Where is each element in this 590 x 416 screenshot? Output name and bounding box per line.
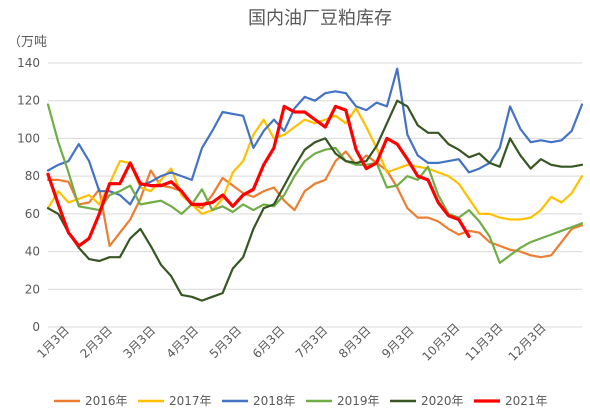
legend-label: 2021年 — [505, 394, 548, 408]
y-tick-label: 0 — [32, 320, 40, 334]
legend-label: 2018年 — [253, 394, 296, 408]
x-tick-label: 6月3日 — [250, 323, 288, 361]
series-line-2021年 — [46, 104, 471, 248]
series-line-2019年 — [46, 103, 584, 264]
y-tick-label: 80 — [25, 169, 40, 183]
chart-title: 国内油厂豆粕库存 — [248, 8, 392, 29]
y-axis-ticks: 0 20 40 60 80 100 120 140 — [17, 56, 40, 334]
legend-label: 2016年 — [85, 394, 128, 408]
y-tick-label: 60 — [25, 207, 40, 221]
y-axis-unit: （万吨 — [8, 35, 47, 50]
gridlines — [48, 62, 582, 328]
series-lines — [46, 67, 584, 302]
x-tick-label: 7月3日 — [293, 323, 331, 361]
x-tick-label: 4月3日 — [164, 323, 202, 361]
legend-label: 2017年 — [169, 394, 212, 408]
x-tick-label: 5月3日 — [207, 323, 245, 361]
y-tick-label: 100 — [17, 131, 40, 145]
y-tick-label: 20 — [25, 282, 40, 296]
x-tick-label: 9月3日 — [379, 323, 417, 361]
y-tick-label: 120 — [17, 94, 40, 108]
x-tick-label: 8月3日 — [336, 323, 374, 361]
legend-label: 2020年 — [421, 394, 464, 408]
y-tick-label: 140 — [17, 56, 40, 70]
x-tick-label: 3月3日 — [121, 323, 159, 361]
legend: 2016年 2017年 2018年 2019年 2020年 2021年 — [54, 394, 548, 408]
legend-label: 2019年 — [337, 394, 380, 408]
y-tick-label: 40 — [25, 245, 40, 259]
series-line-2020年 — [46, 99, 584, 302]
x-tick-label: 2月3日 — [77, 323, 115, 361]
series-line-2018年 — [46, 67, 584, 206]
